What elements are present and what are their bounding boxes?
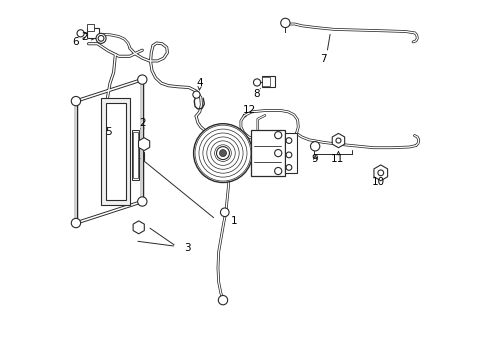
Text: 11: 11 bbox=[330, 154, 344, 164]
Bar bbox=[262, 77, 269, 86]
Circle shape bbox=[71, 219, 81, 228]
Bar bbox=[86, 28, 99, 39]
Bar bbox=[284, 134, 297, 173]
Circle shape bbox=[96, 33, 106, 43]
Text: 3: 3 bbox=[183, 243, 190, 253]
Circle shape bbox=[285, 152, 291, 158]
Circle shape bbox=[253, 79, 260, 86]
Bar bbox=[250, 130, 284, 176]
Circle shape bbox=[274, 167, 281, 175]
Circle shape bbox=[220, 208, 228, 217]
Circle shape bbox=[71, 96, 81, 106]
Text: 5: 5 bbox=[105, 127, 111, 136]
Bar bbox=[261, 76, 275, 87]
Text: 4: 4 bbox=[196, 78, 203, 88]
Circle shape bbox=[274, 149, 281, 157]
Circle shape bbox=[192, 91, 200, 98]
Circle shape bbox=[219, 149, 226, 157]
Polygon shape bbox=[373, 165, 387, 181]
Bar bbox=[133, 132, 137, 178]
Circle shape bbox=[193, 124, 252, 183]
Polygon shape bbox=[331, 134, 344, 148]
Polygon shape bbox=[138, 138, 149, 150]
Circle shape bbox=[137, 75, 147, 84]
Bar bbox=[106, 103, 126, 200]
Circle shape bbox=[137, 197, 147, 206]
Text: 2: 2 bbox=[139, 118, 145, 128]
Circle shape bbox=[216, 147, 229, 159]
Circle shape bbox=[280, 18, 289, 28]
Text: 12: 12 bbox=[243, 105, 256, 115]
Text: 7: 7 bbox=[320, 54, 326, 64]
Circle shape bbox=[285, 138, 291, 143]
Text: 6: 6 bbox=[72, 37, 79, 47]
Bar bbox=[101, 98, 129, 205]
Polygon shape bbox=[133, 221, 144, 234]
Circle shape bbox=[335, 138, 340, 143]
Circle shape bbox=[77, 30, 84, 37]
Text: 1: 1 bbox=[230, 216, 237, 226]
Text: 8: 8 bbox=[253, 89, 260, 99]
Circle shape bbox=[98, 36, 104, 41]
Circle shape bbox=[285, 165, 291, 170]
Circle shape bbox=[274, 132, 281, 139]
Circle shape bbox=[377, 170, 383, 176]
Text: 2: 2 bbox=[81, 32, 88, 41]
Text: 9: 9 bbox=[311, 154, 318, 164]
Text: 10: 10 bbox=[370, 177, 384, 187]
Bar bbox=[86, 24, 94, 31]
Circle shape bbox=[310, 141, 319, 151]
Bar bbox=[131, 130, 139, 180]
Circle shape bbox=[218, 296, 227, 305]
